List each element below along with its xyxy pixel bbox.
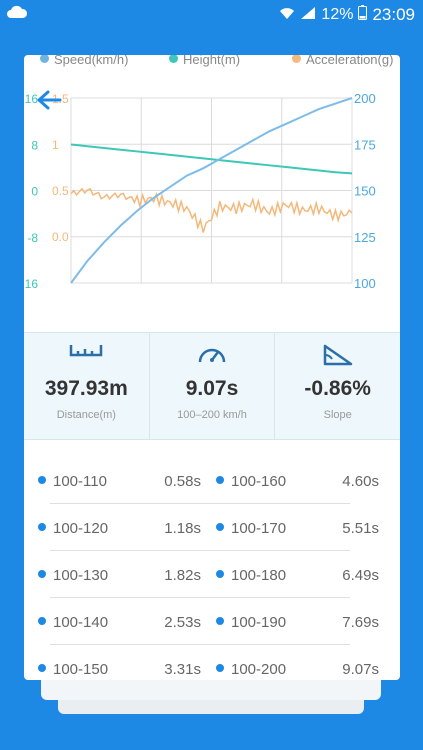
clock: 23:09 <box>372 5 415 24</box>
bullet-icon <box>216 570 224 578</box>
bullet-icon <box>38 476 46 484</box>
legend-swatch <box>40 55 49 63</box>
accel-tick-label: 0.0 <box>52 230 69 244</box>
wifi-icon <box>279 6 295 25</box>
speed-tick-label: 200 <box>354 91 376 106</box>
split-range: 100-180 <box>216 567 286 584</box>
bullet-icon <box>38 617 46 625</box>
split-time: 4.60s <box>342 473 379 490</box>
bullet-icon <box>38 570 46 578</box>
height-tick-label: 8 <box>31 138 38 152</box>
chart-legend: Speed(km/h) Height(m) Acceleration(g) <box>24 55 400 69</box>
stat-slope: -0.86% Slope <box>275 333 400 439</box>
split-row: 100-150 3.31s 100-200 9.07s <box>24 645 400 680</box>
battery-icon <box>358 5 368 25</box>
cloud-icon <box>6 4 28 25</box>
split-range: 100-120 <box>38 520 108 537</box>
split-time: 3.31s <box>164 661 201 678</box>
time-label: 100–200 km/h <box>177 409 247 421</box>
legend-swatch <box>169 55 178 63</box>
height-tick-label: 16 <box>25 92 39 106</box>
status-bar: 12% 23:09 <box>0 0 423 28</box>
accel-tick-label: 1 <box>52 138 59 152</box>
split-range: 100-130 <box>38 567 108 584</box>
divider <box>50 644 350 645</box>
acceleration-line <box>70 187 353 233</box>
speed-tick-label: 175 <box>354 137 376 152</box>
split-range: 100-140 <box>38 614 108 631</box>
split-row: 100-110 0.58s 100-160 4.60s <box>24 457 400 504</box>
speed-line <box>70 97 353 284</box>
stat-time: 9.07s 100–200 km/h <box>150 333 276 439</box>
split-time: 9.07s <box>342 661 379 678</box>
legend-item-height: Height(m) <box>169 55 240 67</box>
speed-tick-label: 100 <box>354 276 376 291</box>
divider <box>50 503 350 504</box>
divider <box>50 550 350 551</box>
split-time: 6.49s <box>342 567 379 584</box>
height-line <box>70 143 353 175</box>
split-row: 100-130 1.82s 100-180 6.49s <box>24 551 400 598</box>
slope-icon <box>322 343 354 372</box>
stat-distance: 397.93m Distance(m) <box>24 333 150 439</box>
result-card: Speed(km/h) Height(m) Acceleration(g) 16… <box>24 55 400 680</box>
stats-panel: 397.93m Distance(m) 9.07s 100–200 km/h -… <box>24 332 400 440</box>
split-range: 100-170 <box>216 520 286 537</box>
ruler-icon <box>69 343 103 362</box>
bullet-icon <box>38 664 46 672</box>
split-time: 7.69s <box>342 614 379 631</box>
bullet-icon <box>216 664 224 672</box>
card-stack-shadow <box>41 676 381 700</box>
bullet-icon <box>38 523 46 531</box>
distance-value: 397.93m <box>44 377 128 400</box>
arrow-left-icon <box>37 90 62 110</box>
slope-value: -0.86% <box>304 377 371 400</box>
slope-label: Slope <box>323 409 352 421</box>
split-time: 5.51s <box>342 520 379 537</box>
signal-icon <box>300 6 316 25</box>
split-time: 0.58s <box>164 473 201 490</box>
split-range: 100-150 <box>38 661 108 678</box>
distance-label: Distance(m) <box>56 409 116 421</box>
time-value: 9.07s <box>185 377 239 400</box>
legend-item-acceleration: Acceleration(g) <box>292 55 393 67</box>
split-time: 1.82s <box>164 567 201 584</box>
height-tick-label: 0 <box>31 185 38 199</box>
speed-tick-label: 125 <box>354 230 376 245</box>
speedometer-icon <box>197 343 227 370</box>
accel-tick-label: 0.5 <box>52 184 69 198</box>
split-range: 100-110 <box>38 473 107 490</box>
split-range: 100-200 <box>216 661 286 678</box>
split-row: 100-140 2.53s 100-190 7.69s <box>24 598 400 645</box>
battery-percent: 12% <box>321 6 354 23</box>
back-button[interactable] <box>34 88 64 112</box>
divider <box>50 597 350 598</box>
split-range: 100-190 <box>216 614 286 631</box>
speed-tick-label: 150 <box>354 184 376 199</box>
split-time: 1.18s <box>164 520 201 537</box>
split-range: 100-160 <box>216 473 286 490</box>
bullet-icon <box>216 617 224 625</box>
split-time: 2.53s <box>164 614 201 631</box>
split-row: 100-120 1.18s 100-170 5.51s <box>24 504 400 551</box>
bullet-icon <box>216 523 224 531</box>
height-tick-label: -16 <box>24 277 38 291</box>
legend-item-speed: Speed(km/h) <box>40 55 128 67</box>
legend-swatch <box>292 55 301 63</box>
height-tick-label: -8 <box>27 231 38 245</box>
bullet-icon <box>216 476 224 484</box>
